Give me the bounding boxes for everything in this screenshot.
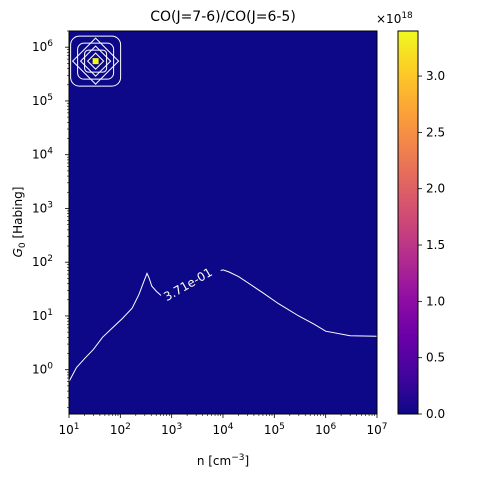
y-axis: 100 101 102 103 104 105 106 <box>32 31 69 407</box>
colorbar-tick-label: 2.5 <box>426 125 445 139</box>
y-tick-label: 106 <box>32 39 53 54</box>
x-tick-label: 106 <box>315 422 336 437</box>
y-tick-label: 100 <box>32 362 53 377</box>
y-tick-label: 103 <box>32 200 53 215</box>
y-axis-label: G0 [Habing] <box>11 187 28 258</box>
x-tick-label: 102 <box>110 422 131 437</box>
colorbar-multiplier: ×1018 <box>376 11 413 26</box>
colorbar-tick-label: 3.0 <box>426 69 445 83</box>
colorbar-tick-label: 1.5 <box>426 238 445 252</box>
hotspot-peak <box>93 58 99 64</box>
colorbar-tick-label: 0.0 <box>426 407 445 421</box>
y-tick-label: 101 <box>32 308 53 323</box>
y-tick-label: 105 <box>32 93 53 108</box>
y-tick-label: 104 <box>32 147 53 162</box>
x-axis: 101 102 103 104 105 106 107 <box>58 414 387 437</box>
x-axis-label: n [cm−3] <box>197 453 249 468</box>
colorbar-tick-label: 0.5 <box>426 351 445 365</box>
colorbar-tick-label: 2.0 <box>426 182 445 196</box>
x-tick-label: 104 <box>212 422 233 437</box>
colorbar <box>398 31 418 414</box>
x-tick-label: 105 <box>264 422 285 437</box>
x-tick-label: 103 <box>161 422 182 437</box>
y-tick-label: 102 <box>32 254 53 269</box>
x-tick-label: 101 <box>58 422 79 437</box>
heatmap-background <box>69 31 377 414</box>
x-tick-label: 107 <box>366 422 387 437</box>
colorbar-ticks: 0.0 0.5 1.0 1.5 2.0 2.5 3.0 <box>418 69 445 421</box>
chart-title: CO(J=7-6)/CO(J=6-5) <box>150 9 296 25</box>
colorbar-tick-label: 1.0 <box>426 294 445 308</box>
